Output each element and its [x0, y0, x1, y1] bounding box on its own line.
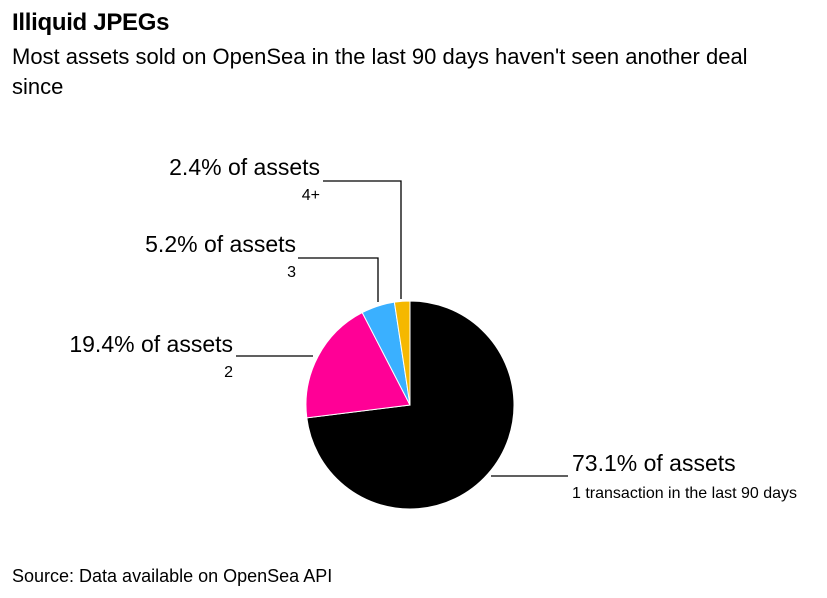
- sublabel-1-transaction: 1 transaction in the last 90 days: [572, 485, 797, 502]
- leader-line-5: [298, 257, 379, 302]
- chart-subtitle: Most assets sold on OpenSea in the last …: [12, 44, 748, 99]
- label-5-percent: 5.2% of assets: [145, 231, 296, 257]
- label-19-percent: 19.4% of assets: [69, 331, 233, 357]
- label-73-percent: 73.1% of assets: [572, 450, 736, 476]
- label-2-percent: 2.4% of assets: [169, 154, 320, 180]
- sublabel-3: 3: [287, 264, 296, 281]
- sublabel-2: 2: [224, 364, 233, 381]
- chart-title: Illiquid JPEGs: [12, 9, 170, 36]
- slice-2-transactions: [305, 311, 411, 419]
- pie-slices: [305, 300, 515, 510]
- sublabel-4plus: 4+: [302, 187, 320, 204]
- slice-4plus-transactions: [393, 300, 411, 406]
- source-note: Source: Data available on OpenSea API: [12, 566, 333, 586]
- leader-line-2: [323, 180, 402, 299]
